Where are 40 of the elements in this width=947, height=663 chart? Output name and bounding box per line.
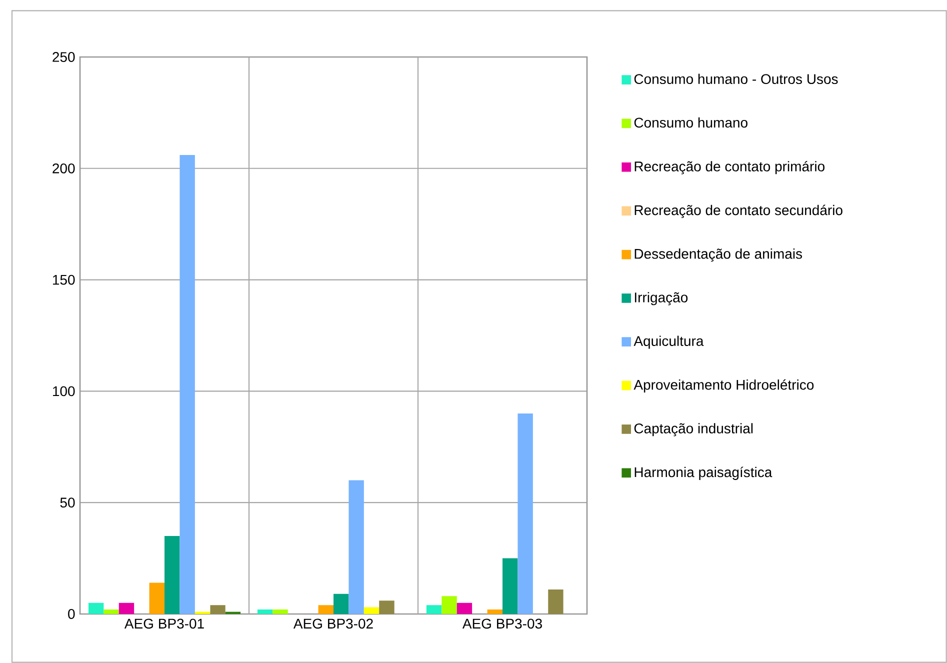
bar: [180, 155, 195, 614]
bar: [318, 605, 334, 614]
bar: [442, 596, 457, 614]
bar: [364, 607, 380, 614]
y-tick-label: 150: [53, 274, 75, 285]
legend-label: Irrigação: [634, 292, 688, 306]
x-tick-label: AEG BP3-02: [293, 618, 373, 629]
x-tick-label: AEG BP3-01: [124, 618, 204, 629]
bar: [456, 602, 472, 614]
legend-label: Recreação de contato primário: [634, 160, 824, 174]
y-tick-label: 50: [60, 498, 75, 508]
bar: [518, 413, 533, 614]
bar: [164, 536, 180, 614]
y-tick-label: 250: [52, 52, 75, 62]
bar: [487, 610, 502, 614]
x-tick-label: AEG BP3-03: [462, 618, 542, 629]
y-tick-label: 0: [68, 609, 75, 619]
legend-label: Recreação de contato secundário: [634, 204, 842, 218]
bar: [104, 610, 119, 614]
bar: [348, 480, 364, 614]
bar: [272, 610, 288, 614]
bar: [210, 605, 226, 614]
bar: [88, 602, 104, 614]
legend-label: Harmonia paisagística: [634, 466, 772, 480]
bar: [149, 582, 165, 614]
legend-label: Dessedentação de animais: [634, 248, 802, 262]
bar: [548, 589, 564, 614]
bar: [426, 605, 442, 614]
bar: [118, 602, 134, 614]
legend-label: Consumo humano: [634, 117, 748, 128]
bar: [502, 558, 518, 614]
bar: [379, 600, 394, 614]
bar: [257, 610, 273, 614]
legend-label: Aquicultura: [634, 336, 704, 349]
legend-label: Captação industrial: [634, 423, 753, 436]
legend-label: Consumo humano - Outros Usos: [634, 74, 838, 84]
y-tick-label: 200: [52, 163, 75, 174]
y-tick-label: 100: [53, 386, 75, 396]
legend-label: Aproveitamento Hidroelétrico: [634, 379, 814, 393]
bar: [334, 594, 349, 614]
